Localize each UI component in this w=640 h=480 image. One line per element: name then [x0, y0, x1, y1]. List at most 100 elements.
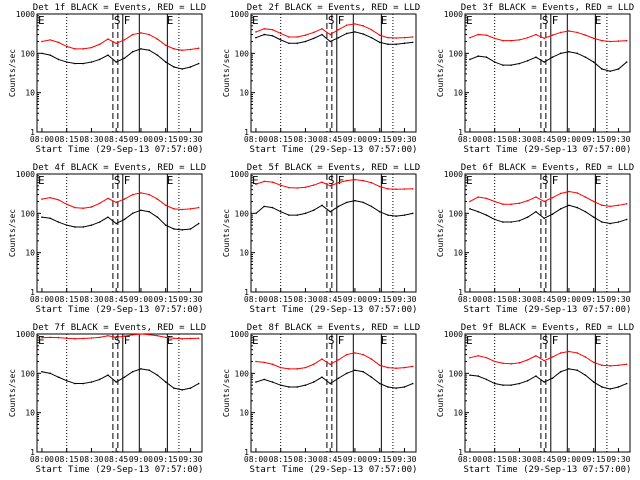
events-point [601, 68, 603, 70]
lld-point [41, 198, 43, 200]
lld-point [535, 354, 537, 357]
lld-point [485, 34, 488, 36]
y-tick-label: 1 [244, 128, 249, 137]
events-point [362, 201, 365, 204]
lld-series-line [41, 32, 199, 51]
events-point [98, 58, 101, 61]
lld-point [115, 336, 117, 339]
lld-point [625, 39, 628, 42]
events-point [65, 224, 68, 226]
events-point [279, 384, 282, 386]
x-tick-label: 08:30 [293, 295, 317, 304]
panel-title: Det 6f BLACK = Events, RED = LLD [461, 163, 634, 173]
x-tick-label: 08:15 [483, 135, 507, 144]
lld-point [493, 360, 496, 363]
marker-label: S [328, 174, 335, 187]
lld-point [559, 192, 562, 195]
plot-frame [36, 13, 203, 133]
events-point [296, 386, 299, 388]
marker-label: F [124, 174, 131, 187]
x-tick-label: 08:45 [104, 295, 128, 304]
events-point [123, 376, 126, 378]
lld-point [477, 33, 480, 36]
marker-label: F [338, 174, 345, 187]
lld-point [576, 352, 578, 354]
marker-label: E [252, 14, 259, 27]
x-axis-label: Start Time (29-Sep-13 07:57:00) [250, 465, 418, 475]
events-point [609, 388, 611, 390]
lld-point [107, 38, 109, 40]
lld-point [279, 32, 282, 35]
panel-title: Det 4f BLACK = Events, RED = LLD [33, 163, 206, 173]
y-tick-label: 100 [449, 369, 464, 378]
events-point [329, 382, 332, 385]
y-tick-label: 1000 [16, 170, 35, 179]
lld-point [526, 199, 529, 202]
panel-det-2: Det 2f BLACK = Events, RED = LLD 1 10 100 10… [222, 3, 420, 155]
x-tick-label: 08:15 [269, 455, 293, 464]
events-point [559, 208, 562, 210]
events-point [49, 54, 51, 56]
events-point [601, 221, 603, 223]
lld-point [493, 37, 496, 40]
lld-point [370, 358, 373, 360]
lld-point [189, 48, 192, 51]
lld-point [255, 31, 257, 33]
y-tick-label: 1000 [16, 10, 35, 19]
events-point [576, 52, 578, 55]
y-tick-label: 10 [453, 249, 463, 258]
y-tick-label: 10 [239, 89, 249, 98]
y-tick-label: 1 [244, 448, 249, 457]
events-point [411, 212, 414, 215]
lld-point [263, 28, 266, 30]
lld-point [49, 39, 51, 41]
y-axis-label: Counts/sec [222, 369, 231, 417]
panel-title: Det 8f BLACK = Events, RED = LLD [247, 323, 420, 333]
plot-frame [36, 173, 203, 293]
x-tick-label: 09:30 [178, 295, 202, 304]
lld-point [378, 185, 381, 188]
events-point [82, 62, 84, 65]
events-point [304, 384, 307, 386]
lld-point [74, 337, 76, 340]
x-axis-label: Start Time (29-Sep-13 07:57:00) [36, 465, 204, 475]
events-point [304, 212, 307, 215]
lld-point [181, 208, 183, 211]
lld-point [90, 46, 93, 49]
lld-point [263, 180, 266, 183]
lld-point [345, 353, 348, 356]
lld-point [271, 28, 274, 31]
lld-point [362, 353, 365, 356]
lld-point [370, 181, 373, 184]
events-point [140, 368, 142, 370]
lld-point [304, 34, 307, 36]
x-axis-label: Start Time (29-Sep-13 07:57:00) [36, 145, 204, 155]
marker-label: E [381, 174, 388, 187]
y-tick-label: 10 [453, 409, 463, 418]
lld-point [181, 49, 183, 52]
lld-point [609, 40, 611, 43]
marker-label: F [338, 334, 345, 347]
panel-title: Det 7f BLACK = Events, RED = LLD [33, 323, 206, 333]
events-series-line [41, 368, 199, 391]
events-point [189, 387, 192, 389]
x-tick-label: 09:00 [343, 135, 367, 144]
events-point [148, 49, 150, 52]
events-point [312, 381, 315, 383]
events-point [74, 382, 76, 385]
lld-series-line [469, 30, 627, 42]
lld-series-line [41, 333, 199, 340]
events-point [543, 381, 545, 383]
lld-point [526, 359, 529, 361]
events-point [469, 374, 471, 376]
x-tick-label: 09:30 [178, 455, 202, 464]
lld-point [140, 333, 142, 335]
lld-point [263, 361, 266, 364]
y-tick-label: 1000 [230, 170, 249, 179]
events-point [123, 218, 126, 221]
events-point [164, 61, 167, 63]
events-point [387, 43, 389, 46]
plot-frame [250, 333, 417, 453]
events-point [370, 36, 373, 39]
events-point [197, 62, 200, 65]
